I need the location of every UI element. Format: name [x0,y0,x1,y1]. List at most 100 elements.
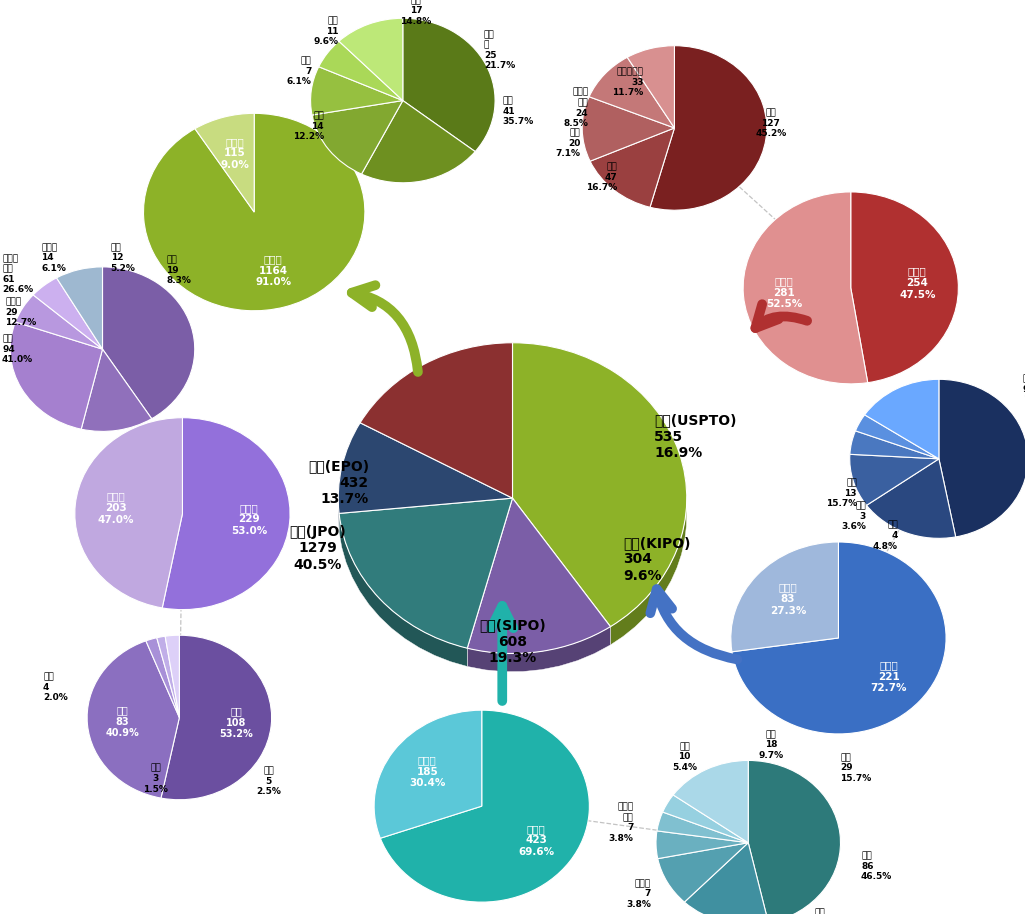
Text: 한국
4
2.0%: 한국 4 2.0% [43,673,68,702]
Polygon shape [467,627,611,672]
Wedge shape [658,843,748,902]
Text: 외국인
281
52.5%: 외국인 281 52.5% [766,276,803,309]
Polygon shape [512,343,687,645]
Wedge shape [312,101,403,174]
Text: 한국
11
9.6%: 한국 11 9.6% [314,16,338,46]
Text: 외국인
83
27.3%: 외국인 83 27.3% [770,582,807,616]
Wedge shape [146,638,179,717]
Wedge shape [850,454,939,505]
Text: 기타
5
2.5%: 기타 5 2.5% [256,767,281,796]
Wedge shape [144,113,365,311]
Text: 기타
19
8.3%: 기타 19 8.3% [166,256,191,285]
Wedge shape [850,430,939,459]
Text: 내국인
423
69.6%: 내국인 423 69.6% [519,824,555,857]
Text: 한국(KIPO)
304
9.6%: 한국(KIPO) 304 9.6% [623,537,691,582]
Text: 외국인
203
47.0%: 외국인 203 47.0% [97,492,134,525]
Text: 독일
94
41.0%: 독일 94 41.0% [2,335,33,364]
Wedge shape [866,459,955,538]
Text: 외국인
115
9.0%: 외국인 115 9.0% [220,137,249,170]
Wedge shape [75,418,182,608]
Wedge shape [939,379,1025,537]
Wedge shape [157,636,179,717]
Wedge shape [360,343,512,498]
Wedge shape [195,113,254,212]
Text: 일본
127
45.2%: 일본 127 45.2% [755,109,786,138]
Text: 내국인
1164
91.0%: 내국인 1164 91.0% [255,254,291,287]
Text: 내국인
254
47.5%: 내국인 254 47.5% [899,267,936,300]
Wedge shape [662,795,748,843]
Text: 미국(USPTO)
535
16.9%: 미국(USPTO) 535 16.9% [654,414,736,460]
Text: 영국
12
5.2%: 영국 12 5.2% [111,243,135,272]
Text: 룩셈부
르그
7
3.8%: 룩셈부 르그 7 3.8% [609,802,633,843]
Text: 기타
13
15.7%: 기타 13 15.7% [826,479,857,508]
Wedge shape [33,278,102,349]
Wedge shape [374,710,482,838]
Text: 중국
3
1.5%: 중국 3 1.5% [144,764,168,793]
Wedge shape [403,18,495,152]
Text: 기타
14
12.2%: 기타 14 12.2% [293,112,324,141]
Wedge shape [627,46,674,128]
Text: 일본
86
46.5%: 일본 86 46.5% [861,852,892,881]
Wedge shape [380,710,589,902]
Wedge shape [161,635,272,800]
Wedge shape [56,267,102,349]
Polygon shape [338,423,360,532]
Text: 기타
28
15.1%: 기타 28 15.1% [805,909,835,914]
Wedge shape [590,128,674,207]
Text: 미국
41
35.7%: 미국 41 35.7% [502,97,533,126]
Wedge shape [87,641,179,798]
Text: 한국
20
7.1%: 한국 20 7.1% [556,129,580,158]
Wedge shape [10,322,103,430]
Text: 중국(SIPO)
608
19.3%: 중국(SIPO) 608 19.3% [479,619,546,664]
Polygon shape [339,514,467,666]
Text: 스웨덴독일
33
11.7%: 스웨덴독일 33 11.7% [613,68,644,97]
Text: 프랑스
7
3.8%: 프랑스 7 3.8% [626,879,651,909]
Wedge shape [102,267,195,419]
Text: 내국인
229
53.0%: 내국인 229 53.0% [231,503,266,536]
Wedge shape [319,41,403,101]
Wedge shape [743,192,868,384]
Wedge shape [748,760,840,914]
Text: 유럽(EPO)
432
13.7%: 유럽(EPO) 432 13.7% [308,460,369,505]
Wedge shape [311,67,403,115]
Text: 스웨덴
9
10.8%: 스웨덴 9 10.8% [1023,375,1025,404]
Text: 스웨덴
29
12.7%: 스웨덴 29 12.7% [5,298,36,327]
Wedge shape [685,843,769,914]
Text: 일본
83
40.9%: 일본 83 40.9% [106,706,139,739]
Text: 룩셈부
르그
24
8.5%: 룩셈부 르그 24 8.5% [564,88,588,128]
Wedge shape [81,349,152,431]
Wedge shape [162,418,290,610]
Polygon shape [360,343,512,441]
Wedge shape [650,46,767,210]
Wedge shape [589,58,674,128]
Wedge shape [851,192,958,383]
Wedge shape [339,498,512,648]
Wedge shape [15,295,102,349]
Wedge shape [512,343,687,627]
Wedge shape [656,831,748,858]
Text: 독일
17
14.8%: 독일 17 14.8% [401,0,432,26]
Wedge shape [731,542,838,652]
Wedge shape [856,415,939,459]
Text: 일본(JPO)
1279
40.5%: 일본(JPO) 1279 40.5% [289,526,346,571]
Text: 중국
3
3.6%: 중국 3 3.6% [842,502,866,531]
Wedge shape [338,423,512,514]
Text: 한국
10
5.4%: 한국 10 5.4% [672,742,697,771]
Wedge shape [582,97,674,161]
Text: 프랑스
14
6.1%: 프랑스 14 6.1% [41,243,66,272]
Text: 대만
7
6.1%: 대만 7 6.1% [287,57,312,86]
Wedge shape [865,379,939,459]
Text: 스웨
덴
25
21.7%: 스웨 덴 25 21.7% [484,30,515,70]
Text: 독일
4
4.8%: 독일 4 4.8% [873,521,898,550]
Text: 독일
18
9.7%: 독일 18 9.7% [758,730,783,760]
Wedge shape [362,101,476,183]
Text: 미국
108
53.2%: 미국 108 53.2% [219,706,253,739]
Text: 미국
29
15.7%: 미국 29 15.7% [840,753,871,782]
Text: 내국인
221
72.7%: 내국인 221 72.7% [870,660,907,694]
Wedge shape [339,18,403,101]
Text: 기타
47
16.7%: 기타 47 16.7% [586,163,617,192]
Wedge shape [165,635,179,717]
Wedge shape [467,498,611,654]
Wedge shape [673,760,748,843]
Wedge shape [732,542,946,734]
